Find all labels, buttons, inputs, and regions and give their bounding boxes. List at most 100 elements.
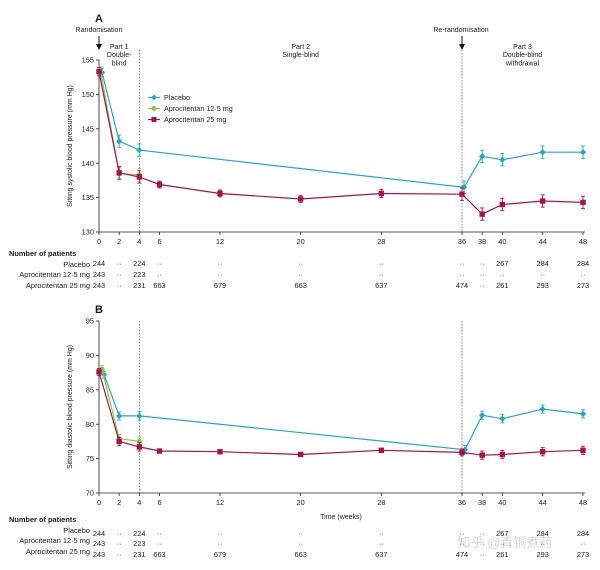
y-tick-label: 140 (82, 159, 94, 168)
series-line-square (98, 71, 584, 215)
x-tick-label: 4 (137, 237, 141, 246)
legend-marker-square (151, 117, 157, 122)
series-line-diamond (101, 72, 583, 188)
patients-count-cell: 231 (133, 550, 145, 559)
x-tick-label: 12 (216, 498, 224, 507)
row-label-placebo: Placebo (63, 526, 90, 535)
x-tick-label: 36 (458, 498, 466, 507)
phase-label: Part 1 (110, 44, 129, 51)
data-point-square (479, 452, 485, 458)
data-point-diamond (478, 153, 486, 160)
patients-count-cell: ·· (379, 259, 384, 268)
phase-label: Single-blind (282, 52, 319, 59)
y-tick-label: 130 (82, 228, 94, 237)
patients-count-cell: ·· (157, 259, 162, 268)
data-point-square (539, 198, 546, 204)
x-tick-label: 38 (478, 237, 486, 246)
data-point-square (580, 199, 586, 206)
patients-count-cell: 224 (133, 529, 145, 538)
patients-count-cell: ·· (460, 529, 465, 538)
x-tick-label: 0 (97, 498, 101, 507)
legend-marker-diamond (151, 94, 157, 101)
panel-b-plot: 70 75 80 85 90 95 0 2 4 6 12 20 28 36 38 40 44 48 244 ·· 224… (86, 317, 589, 559)
panel-a-patients-table: Number of patients Placebo Aprocitentan … (9, 249, 90, 290)
panel-a-ylabel: Sitting systolic blood pressure (mm Hg) (67, 85, 74, 207)
patients-count-cell: ·· (460, 259, 465, 268)
patients-count-cell: ·· (500, 270, 505, 279)
y-tick-label: 85 (86, 385, 94, 394)
patients-count-cell: ·· (500, 539, 505, 548)
data-point-square (459, 449, 465, 456)
randomisation-label: Randomisation (76, 27, 123, 34)
patients-count-cell: ·· (218, 529, 223, 538)
patients-count-cell: ·· (157, 539, 162, 548)
rerandomisation-label: Re-randomisation (433, 27, 488, 34)
patients-count-cell: 243 (93, 550, 105, 559)
data-point-square (297, 196, 304, 202)
patients-count-cell: ·· (117, 281, 122, 290)
patients-count-cell: 224 (133, 259, 145, 268)
x-tick-label: 28 (377, 498, 385, 507)
patients-count-cell: 474 (456, 281, 468, 290)
patients-count-cell: 261 (496, 550, 508, 559)
patients-count-cell: 663 (153, 550, 165, 559)
patients-count-cell: ·· (581, 270, 586, 279)
event-arrow-head (96, 44, 102, 50)
x-tick-label: 28 (377, 237, 385, 246)
x-tick-label: 20 (297, 237, 305, 246)
phase-label: Double-blind (503, 52, 542, 59)
patients-count-cell: ·· (480, 529, 485, 538)
patients-count-cell: ·· (480, 539, 485, 548)
patients-count-cell: ·· (117, 550, 122, 559)
patients-count-cell: 663 (294, 281, 306, 290)
y-tick-label: 135 (82, 193, 94, 202)
patients-count-cell: ·· (117, 539, 122, 548)
patients-count-cell: ·· (379, 270, 384, 279)
patients-count-cell: 474 (456, 550, 468, 559)
data-point-square (378, 190, 385, 197)
panel-a-legend: Placebo Aprocitentan 12·5 mg Aprocitenta… (164, 93, 233, 124)
row-label-apro25: Aprocitentan 25 mg (26, 281, 90, 290)
patients-count-cell: ·· (480, 270, 485, 279)
x-tick-label: 2 (117, 237, 121, 246)
patients-count-cell: 284 (536, 259, 548, 268)
patients-count-cell: 273 (577, 550, 589, 559)
phase-label: Part 2 (291, 44, 310, 51)
phase-label: blind (112, 60, 127, 67)
panel-b-ylabel: Sitting diastolic blood pressure (mm Hg) (67, 345, 74, 469)
patients-count-cell: 663 (294, 550, 306, 559)
row-label-apro25: Aprocitentan 25 mg (26, 547, 90, 556)
row-label-apro12: Aprocitentan 12·5 mg (19, 270, 90, 279)
y-tick-label: 75 (86, 454, 94, 463)
legend-apro25-label: Aprocitentan 25 mg (164, 115, 226, 124)
data-point-square (539, 449, 546, 455)
panel-a-plot: 130 135 140 145 150 155 0 2 4 6 12 20 28 36 38 40 44 48 Pa… (82, 36, 589, 290)
data-point-diamond (136, 412, 143, 420)
patients-count-cell: ·· (460, 270, 465, 279)
patients-count-cell: 293 (536, 281, 548, 290)
x-tick-label: 38 (478, 498, 486, 507)
data-point-square (499, 201, 506, 208)
patients-count-cell: ·· (379, 539, 384, 548)
patients-count-cell: ·· (117, 270, 122, 279)
data-point-diamond (579, 148, 587, 156)
patients-count-cell: ·· (117, 529, 122, 538)
data-point-square (580, 447, 586, 454)
patients-count-cell: ·· (480, 281, 485, 290)
patients-count-cell: 231 (133, 281, 145, 290)
patients-count-cell: ·· (298, 539, 303, 548)
data-point-diamond (115, 137, 123, 145)
patients-count-cell: ·· (298, 529, 303, 538)
x-tick-label: 20 (297, 498, 305, 507)
patients-count-cell: 244 (93, 529, 105, 538)
x-tick-label: 40 (498, 237, 506, 246)
y-tick-label: 145 (82, 124, 94, 133)
x-tick-label: 6 (157, 237, 161, 246)
patients-count-cell: ·· (117, 259, 122, 268)
data-point-diamond (499, 156, 506, 163)
patients-count-cell: ·· (157, 529, 162, 538)
x-tick-label: 44 (539, 237, 547, 246)
patients-count-cell: 243 (93, 281, 105, 290)
data-point-square (116, 170, 122, 176)
